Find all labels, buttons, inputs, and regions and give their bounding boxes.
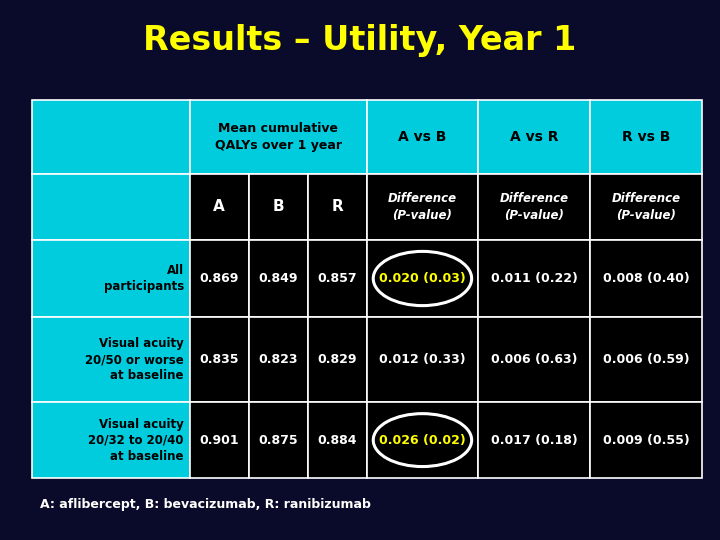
FancyBboxPatch shape bbox=[366, 100, 478, 174]
Text: A: A bbox=[213, 199, 225, 214]
Text: 0.011 (0.22): 0.011 (0.22) bbox=[491, 272, 577, 285]
Text: 0.012 (0.33): 0.012 (0.33) bbox=[379, 353, 466, 366]
Text: 0.823: 0.823 bbox=[258, 353, 298, 366]
FancyBboxPatch shape bbox=[248, 402, 307, 478]
FancyBboxPatch shape bbox=[366, 174, 478, 240]
FancyBboxPatch shape bbox=[190, 240, 248, 317]
FancyBboxPatch shape bbox=[590, 240, 702, 317]
FancyBboxPatch shape bbox=[478, 240, 590, 317]
FancyBboxPatch shape bbox=[32, 317, 190, 402]
FancyBboxPatch shape bbox=[366, 317, 478, 402]
FancyBboxPatch shape bbox=[248, 174, 307, 240]
FancyBboxPatch shape bbox=[478, 402, 590, 478]
Text: Results – Utility, Year 1: Results – Utility, Year 1 bbox=[143, 24, 577, 57]
FancyBboxPatch shape bbox=[590, 100, 702, 174]
Text: 0.901: 0.901 bbox=[199, 434, 239, 447]
FancyBboxPatch shape bbox=[366, 240, 478, 317]
FancyBboxPatch shape bbox=[590, 174, 702, 240]
Text: All
participants: All participants bbox=[104, 264, 184, 293]
FancyBboxPatch shape bbox=[248, 240, 307, 317]
Text: 0.009 (0.55): 0.009 (0.55) bbox=[603, 434, 690, 447]
FancyBboxPatch shape bbox=[32, 402, 190, 478]
Text: R: R bbox=[331, 199, 343, 214]
Text: Visual acuity
20/50 or worse
at baseline: Visual acuity 20/50 or worse at baseline bbox=[85, 338, 184, 382]
Text: 0.006 (0.59): 0.006 (0.59) bbox=[603, 353, 690, 366]
Text: R vs B: R vs B bbox=[622, 130, 670, 144]
FancyBboxPatch shape bbox=[478, 100, 590, 174]
Text: 0.829: 0.829 bbox=[318, 353, 357, 366]
Text: Visual acuity
20/32 to 20/40
at baseline: Visual acuity 20/32 to 20/40 at baseline bbox=[89, 417, 184, 463]
FancyBboxPatch shape bbox=[590, 317, 702, 402]
FancyBboxPatch shape bbox=[307, 174, 366, 240]
FancyBboxPatch shape bbox=[32, 100, 190, 174]
Text: 0.835: 0.835 bbox=[199, 353, 239, 366]
Text: A vs R: A vs R bbox=[510, 130, 559, 144]
Text: A vs B: A vs B bbox=[398, 130, 446, 144]
FancyBboxPatch shape bbox=[190, 317, 248, 402]
Text: 0.849: 0.849 bbox=[258, 272, 298, 285]
Text: 0.026 (0.02): 0.026 (0.02) bbox=[379, 434, 466, 447]
Text: B: B bbox=[272, 199, 284, 214]
Text: 0.017 (0.18): 0.017 (0.18) bbox=[491, 434, 577, 447]
Text: 0.884: 0.884 bbox=[318, 434, 357, 447]
FancyBboxPatch shape bbox=[590, 402, 702, 478]
FancyBboxPatch shape bbox=[32, 240, 190, 317]
FancyBboxPatch shape bbox=[190, 100, 366, 174]
FancyBboxPatch shape bbox=[307, 317, 366, 402]
Text: 0.869: 0.869 bbox=[199, 272, 239, 285]
FancyBboxPatch shape bbox=[307, 240, 366, 317]
FancyBboxPatch shape bbox=[478, 174, 590, 240]
FancyBboxPatch shape bbox=[307, 402, 366, 478]
Text: 0.875: 0.875 bbox=[258, 434, 298, 447]
Text: 0.006 (0.63): 0.006 (0.63) bbox=[491, 353, 577, 366]
Text: 0.008 (0.40): 0.008 (0.40) bbox=[603, 272, 690, 285]
FancyBboxPatch shape bbox=[190, 402, 248, 478]
Text: Mean cumulative
QALYs over 1 year: Mean cumulative QALYs over 1 year bbox=[215, 122, 342, 152]
FancyBboxPatch shape bbox=[478, 317, 590, 402]
Text: 0.857: 0.857 bbox=[318, 272, 357, 285]
FancyBboxPatch shape bbox=[190, 174, 248, 240]
FancyBboxPatch shape bbox=[366, 402, 478, 478]
Text: Difference
(P-value): Difference (P-value) bbox=[611, 192, 680, 222]
FancyBboxPatch shape bbox=[32, 174, 190, 240]
Text: Difference
(P-value): Difference (P-value) bbox=[388, 192, 457, 222]
Text: Difference
(P-value): Difference (P-value) bbox=[500, 192, 569, 222]
FancyBboxPatch shape bbox=[248, 317, 307, 402]
Text: A: aflibercept, B: bevacizumab, R: ranibizumab: A: aflibercept, B: bevacizumab, R: ranib… bbox=[40, 498, 371, 511]
Text: 0.020 (0.03): 0.020 (0.03) bbox=[379, 272, 466, 285]
